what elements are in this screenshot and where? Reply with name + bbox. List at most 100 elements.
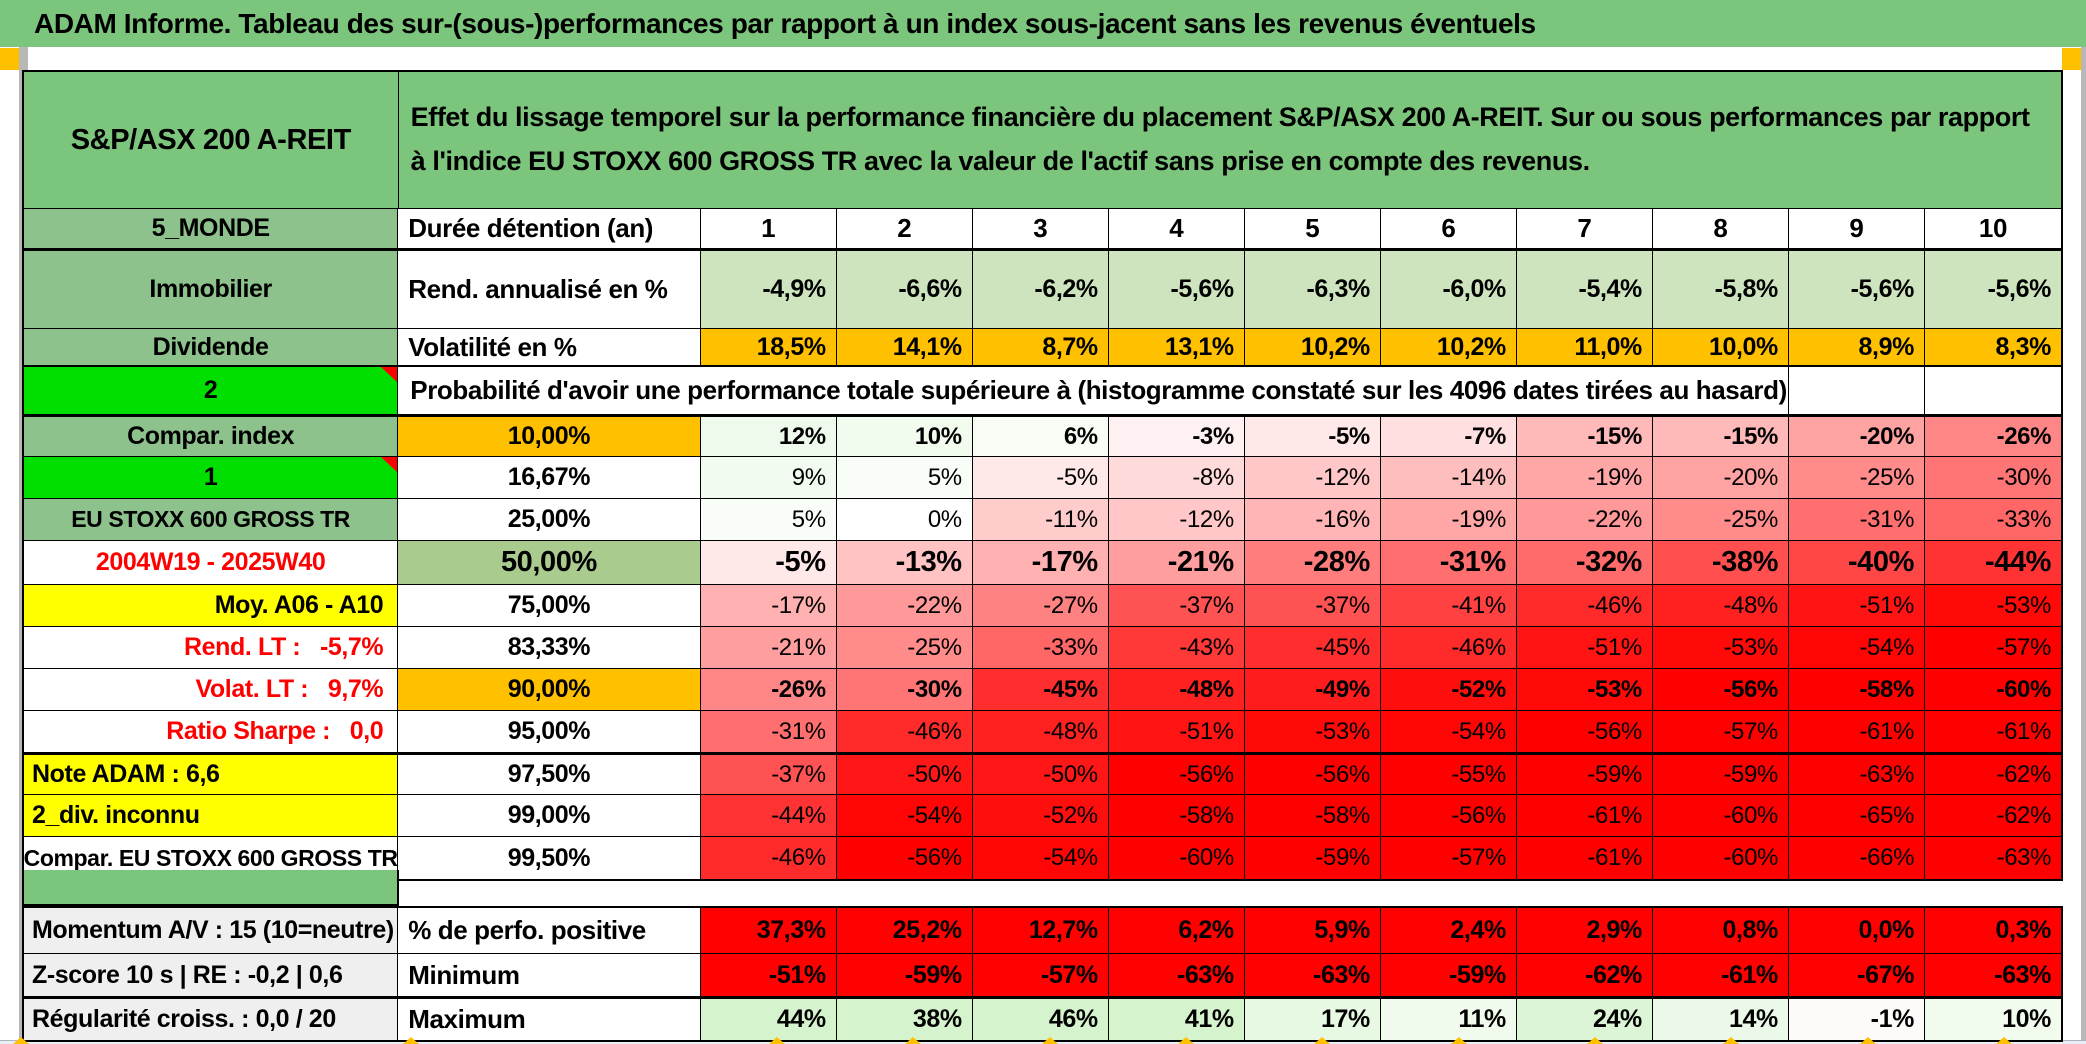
- row-label-cell[interactable]: Régularité croiss. : 0,0 / 20: [24, 999, 399, 1040]
- value-cell[interactable]: -37%: [700, 755, 837, 794]
- value-cell[interactable]: -19%: [1380, 499, 1517, 540]
- value-cell[interactable]: -63%: [1788, 755, 1925, 794]
- value-cell[interactable]: -19%: [1516, 457, 1653, 498]
- probability-threshold-cell[interactable]: 83,33%: [398, 627, 701, 668]
- value-cell[interactable]: -58%: [1108, 795, 1245, 836]
- value-cell[interactable]: -5%: [972, 457, 1109, 498]
- value-cell[interactable]: -46%: [1380, 627, 1517, 668]
- value-cell[interactable]: -44%: [1925, 541, 2062, 584]
- value-cell[interactable]: -63%: [1925, 837, 2062, 879]
- value-cell[interactable]: -43%: [1108, 627, 1245, 668]
- value-cell[interactable]: -12%: [1108, 499, 1245, 540]
- row-label-cell[interactable]: EU STOXX 600 GROSS TR: [24, 499, 399, 540]
- metric-label-cell[interactable]: Minimum: [398, 954, 701, 996]
- value-cell[interactable]: -37%: [1108, 585, 1245, 626]
- value-cell[interactable]: -59%: [1380, 954, 1517, 996]
- value-cell[interactable]: -33%: [972, 627, 1109, 668]
- value-cell[interactable]: 1: [701, 209, 837, 248]
- row-label-cell[interactable]: 5_MONDE: [24, 209, 399, 248]
- value-cell[interactable]: 24%: [1516, 999, 1653, 1040]
- value-cell[interactable]: -63%: [1108, 954, 1245, 996]
- value-cell[interactable]: 41%: [1108, 999, 1245, 1040]
- empty-cell[interactable]: [1925, 367, 2061, 414]
- value-cell[interactable]: -56%: [1380, 795, 1517, 836]
- row-label-cell[interactable]: 1: [24, 457, 399, 498]
- value-cell[interactable]: 11,0%: [1516, 329, 1653, 365]
- value-cell[interactable]: -14%: [1380, 457, 1517, 498]
- value-cell[interactable]: 10,2%: [1380, 329, 1517, 365]
- value-cell[interactable]: 17%: [1244, 999, 1381, 1040]
- value-cell[interactable]: -25%: [1788, 457, 1926, 498]
- value-cell[interactable]: -46%: [700, 837, 837, 879]
- value-cell[interactable]: -16%: [1244, 499, 1381, 540]
- probability-threshold-cell[interactable]: 90,00%: [398, 669, 701, 710]
- value-cell[interactable]: -37%: [1244, 585, 1381, 626]
- value-cell[interactable]: 8,3%: [1924, 329, 2061, 365]
- value-cell[interactable]: 14%: [1652, 999, 1789, 1040]
- value-cell[interactable]: -31%: [700, 711, 837, 752]
- row-label-cell[interactable]: Ratio Sharpe : 0,0: [24, 711, 399, 752]
- value-cell[interactable]: 6,2%: [1108, 908, 1245, 953]
- value-cell[interactable]: 11%: [1380, 999, 1517, 1040]
- value-cell[interactable]: 5%: [700, 499, 837, 540]
- value-cell[interactable]: 8,9%: [1788, 329, 1925, 365]
- value-cell[interactable]: -57%: [1652, 711, 1789, 752]
- value-cell[interactable]: -51%: [700, 954, 837, 996]
- probability-threshold-cell[interactable]: 95,00%: [398, 711, 701, 752]
- row-label-cell[interactable]: Compar. index: [24, 417, 399, 456]
- value-cell[interactable]: -52%: [972, 795, 1109, 836]
- value-cell[interactable]: -22%: [836, 585, 973, 626]
- row-label-cell[interactable]: 2_div. inconnu: [24, 795, 399, 836]
- value-cell[interactable]: 5: [1245, 209, 1381, 248]
- value-cell[interactable]: -31%: [1788, 499, 1926, 540]
- description-cell[interactable]: Effet du lissage temporel sur la perform…: [398, 72, 2061, 208]
- probability-threshold-cell[interactable]: 99,00%: [398, 795, 701, 836]
- value-cell[interactable]: 6%: [972, 417, 1109, 456]
- value-cell[interactable]: -52%: [1380, 669, 1517, 710]
- value-cell[interactable]: -57%: [1380, 837, 1517, 879]
- value-cell[interactable]: 8: [1653, 209, 1789, 248]
- value-cell[interactable]: -56%: [836, 837, 973, 879]
- value-cell[interactable]: -53%: [1924, 585, 2061, 626]
- value-cell[interactable]: -50%: [836, 755, 973, 794]
- value-cell[interactable]: -15%: [1652, 417, 1789, 456]
- value-cell[interactable]: -5,8%: [1652, 251, 1789, 328]
- value-cell[interactable]: -53%: [1244, 711, 1381, 752]
- metric-label-cell[interactable]: Durée détention (an): [398, 209, 701, 248]
- value-cell[interactable]: 5,9%: [1244, 908, 1381, 953]
- value-cell[interactable]: -30%: [836, 669, 973, 710]
- value-cell[interactable]: -58%: [1244, 795, 1381, 836]
- value-cell[interactable]: -63%: [1244, 954, 1381, 996]
- value-cell[interactable]: -51%: [1108, 711, 1245, 752]
- value-cell[interactable]: -3%: [1108, 417, 1245, 456]
- value-cell[interactable]: 2,9%: [1516, 908, 1653, 953]
- value-cell[interactable]: -67%: [1788, 954, 1925, 996]
- probability-threshold-cell[interactable]: 25,00%: [398, 499, 701, 540]
- value-cell[interactable]: -61%: [1924, 711, 2061, 752]
- metric-label-cell[interactable]: % de perfo. positive: [398, 908, 701, 953]
- value-cell[interactable]: -25%: [1652, 499, 1789, 540]
- row-label-cell[interactable]: Note ADAM : 6,6: [24, 755, 399, 794]
- value-cell[interactable]: -49%: [1244, 669, 1381, 710]
- value-cell[interactable]: 12%: [700, 417, 837, 456]
- value-cell[interactable]: -45%: [972, 669, 1109, 710]
- value-cell[interactable]: 13,1%: [1108, 329, 1245, 365]
- value-cell[interactable]: -53%: [1652, 627, 1789, 668]
- value-cell[interactable]: 9: [1789, 209, 1925, 248]
- probability-header-label-cell[interactable]: 2: [24, 367, 399, 414]
- value-cell[interactable]: 37,3%: [700, 908, 837, 953]
- value-cell[interactable]: 0%: [836, 499, 973, 540]
- value-cell[interactable]: 38%: [836, 999, 973, 1040]
- value-cell[interactable]: -57%: [1924, 627, 2061, 668]
- value-cell[interactable]: -32%: [1516, 541, 1653, 584]
- value-cell[interactable]: -46%: [1516, 585, 1653, 626]
- value-cell[interactable]: -17%: [972, 541, 1109, 584]
- row-label-cell[interactable]: Rend. LT : -5,7%: [24, 627, 399, 668]
- value-cell[interactable]: 10%: [836, 417, 973, 456]
- value-cell[interactable]: 18,5%: [700, 329, 837, 365]
- value-cell[interactable]: -31%: [1380, 541, 1517, 584]
- value-cell[interactable]: -26%: [1925, 417, 2062, 456]
- value-cell[interactable]: 8,7%: [972, 329, 1109, 365]
- value-cell[interactable]: -12%: [1244, 457, 1381, 498]
- spacer-green-cell[interactable]: [22, 870, 399, 906]
